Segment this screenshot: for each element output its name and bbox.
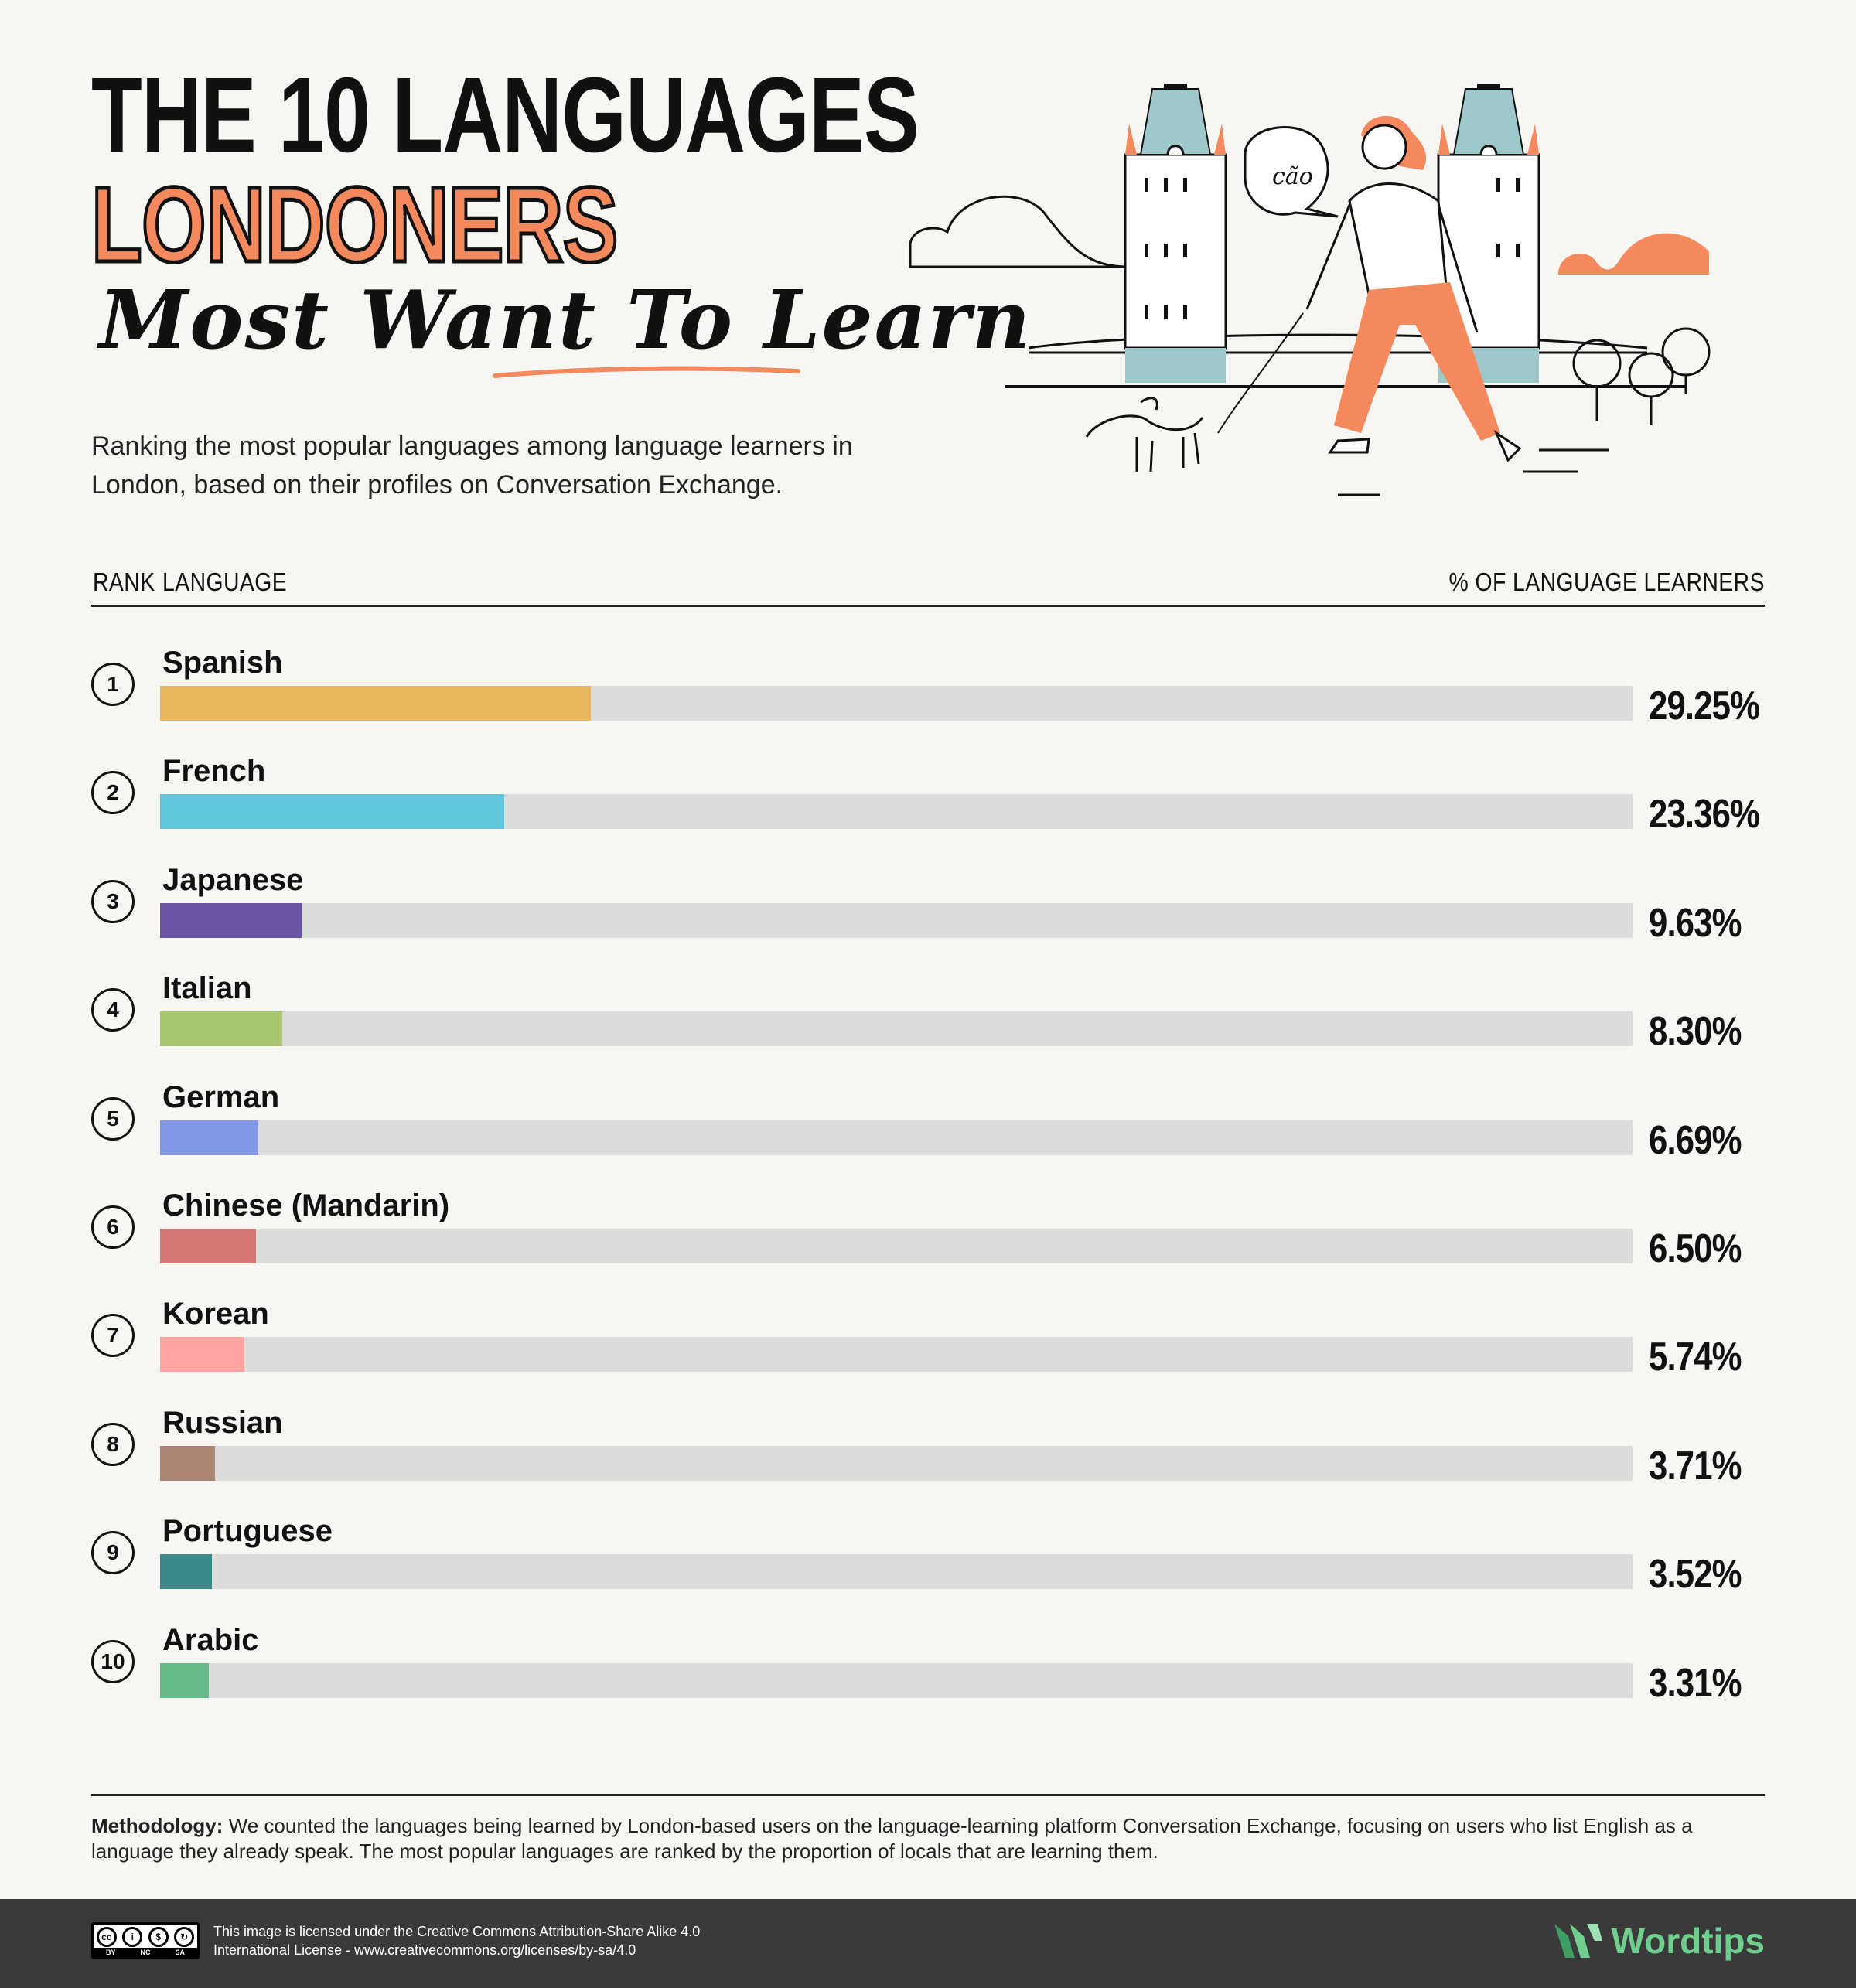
bar [160, 794, 504, 830]
bar-track [160, 686, 1633, 721]
value-label: 3.52% [1649, 1552, 1742, 1598]
header-divider [91, 605, 1765, 607]
language-label: Japanese [162, 862, 304, 897]
rank-badge: 8 [91, 1422, 135, 1466]
bar [160, 1554, 213, 1590]
methodology-note: Methodology: We counted the languages be… [91, 1813, 1777, 1864]
value-label: 3.71% [1649, 1443, 1742, 1488]
bar-track [160, 1120, 1633, 1155]
bar [160, 1445, 215, 1481]
bar-track [160, 1554, 1633, 1590]
column-header-language: LANGUAGE [162, 568, 288, 596]
bar-track [160, 794, 1633, 830]
orange-cloud-icon [1558, 233, 1709, 275]
bar-track [160, 1445, 1633, 1481]
methodology-label: Methodology: [91, 1814, 223, 1837]
rank-badge: 6 [91, 1205, 135, 1249]
rank-badge: 4 [91, 988, 135, 1032]
footer-bar: cc i $ ↻ BY NC SA This image is licensed un… [0, 1899, 1856, 1988]
london-illustration: cão [909, 84, 1711, 496]
language-label: Italian [162, 971, 252, 1006]
bar [160, 1229, 256, 1263]
language-label: Russian [162, 1405, 283, 1440]
brand-name: Wordtips [1611, 1921, 1765, 1961]
woman-walking-icon [1305, 115, 1522, 462]
bar [160, 686, 591, 721]
value-label: 3.31% [1649, 1660, 1742, 1706]
chart-row: 4 Italian 8.30% [0, 971, 1856, 1079]
bar-chart: 1 Spanish 29.25% 2 French 23.36% 3 Japanese 9.63… [0, 646, 1856, 1731]
value-label: 6.69% [1649, 1117, 1742, 1163]
bar-track [160, 1662, 1633, 1698]
bar [160, 1120, 259, 1155]
value-label: 29.25% [1649, 684, 1760, 728]
speech-bubble-icon: cão [1244, 126, 1339, 218]
bar [160, 1337, 245, 1373]
bar [160, 1011, 283, 1047]
cc-tag-sa: SA [175, 1949, 185, 1956]
footer-divider [91, 1794, 1765, 1796]
brand-logo: Wordtips [1551, 1918, 1765, 1964]
svg-text:cão: cão [1272, 163, 1313, 190]
tower-left-icon [1124, 84, 1227, 383]
value-label: 6.50% [1649, 1226, 1742, 1271]
rank-badge: 10 [91, 1639, 135, 1683]
bar-track [160, 1337, 1633, 1373]
wordtips-logo-icon [1554, 1924, 1602, 1958]
rank-badge: 1 [91, 663, 135, 706]
creative-commons-icon: cc i $ ↻ BY NC SA [91, 1922, 200, 1959]
rank-badge: 5 [91, 1096, 135, 1141]
subtitle: Ranking the most popular languages among… [91, 431, 853, 500]
column-header-percent: % OF LANGUAGE LEARNERS [1448, 568, 1765, 596]
cloud-icon [909, 195, 1130, 268]
value-label: 9.63% [1649, 900, 1742, 946]
language-label: Portuguese [162, 1514, 333, 1549]
chart-row: 2 French 23.36% [0, 754, 1856, 862]
bar-track [160, 1011, 1633, 1047]
language-label: French [162, 754, 266, 789]
rank-badge: 3 [91, 879, 135, 923]
page-title-script: Most Want To Learn [99, 272, 1032, 367]
rank-badge: 2 [91, 771, 135, 815]
language-label: German [162, 1079, 280, 1114]
chart-row: 3 Japanese 9.63% [0, 863, 1856, 971]
rank-badge: 9 [91, 1531, 135, 1575]
page-title-line-2: LONDONERS [90, 165, 619, 285]
title-underline [493, 366, 800, 378]
bar-track [160, 1229, 1633, 1263]
cc-tag-by: BY [105, 1949, 116, 1956]
dog-icon [1085, 397, 1204, 472]
license-text: This image is licensed under the Creativ… [213, 1924, 701, 1958]
language-label: Chinese (Mandarin) [162, 1188, 450, 1222]
value-label: 8.30% [1649, 1009, 1742, 1055]
bar [160, 902, 302, 938]
bar [160, 1662, 210, 1698]
chart-row: 6 Chinese (Mandarin) 6.50% [0, 1188, 1856, 1297]
trees-icon [1572, 327, 1711, 425]
chart-row: 7 Korean 5.74% [0, 1297, 1856, 1405]
value-label: 5.74% [1649, 1335, 1742, 1380]
value-label: 23.36% [1649, 792, 1760, 837]
chart-row: 1 Spanish 29.25% [0, 646, 1856, 754]
language-label: Spanish [162, 646, 283, 680]
chart-row: 8 Russian 3.71% [0, 1406, 1856, 1514]
cc-tag-nc: NC [140, 1949, 151, 1956]
page-title-line-1: THE 10 LANGUAGES [91, 56, 919, 175]
methodology-text: We counted the languages being learned b… [91, 1814, 1693, 1863]
cc-tags: BY NC SA [94, 1948, 197, 1957]
rank-badge: 7 [91, 1314, 135, 1358]
language-label: Korean [162, 1297, 269, 1332]
chart-row: 9 Portuguese 3.52% [0, 1514, 1856, 1622]
language-label: Arabic [162, 1622, 259, 1657]
column-header-rank: RANK [93, 568, 155, 596]
chart-row: 5 German 6.69% [0, 1080, 1856, 1188]
chart-row: 10 Arabic 3.31% [0, 1623, 1856, 1731]
bar-track [160, 902, 1633, 938]
